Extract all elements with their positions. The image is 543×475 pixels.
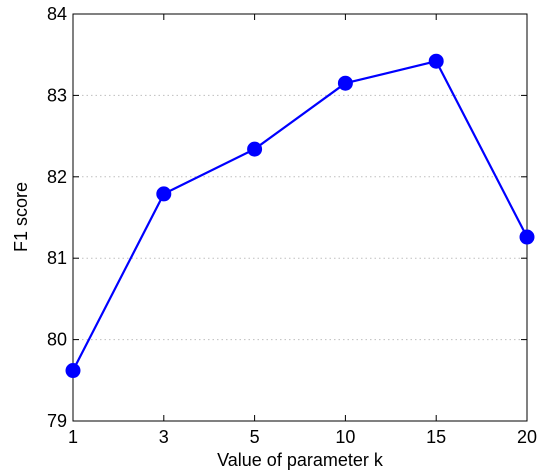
series-line: [72, 60, 528, 372]
x-axis-label: Value of parameter k: [217, 450, 384, 470]
y-tick-label-80: 80: [47, 330, 67, 350]
x-tick-label-5: 5: [250, 427, 260, 447]
y-tick-label-82: 82: [47, 167, 67, 187]
data-point-15: [428, 53, 444, 69]
x-tick-label-1: 1: [68, 427, 78, 447]
data-point-20: [519, 229, 535, 245]
y-tick-label-79: 79: [47, 411, 67, 431]
x-tick-labels: 1 3 5 10 15 20: [68, 427, 537, 447]
data-point-3: [156, 186, 172, 202]
x-tick-label-10: 10: [335, 427, 355, 447]
x-tick-label-3: 3: [159, 427, 169, 447]
axis-ticks: [72, 13, 528, 422]
gridlines: [73, 94, 527, 341]
x-tick-label-20: 20: [517, 427, 537, 447]
x-tick-label-15: 15: [426, 427, 446, 447]
y-tick-label-84: 84: [47, 4, 67, 24]
y-tick-label-83: 83: [47, 85, 67, 105]
plot-frame: [72, 13, 528, 422]
data-point-5: [247, 141, 263, 157]
series-1: [65, 53, 535, 379]
data-point-10: [337, 75, 353, 91]
y-tick-labels: 79 80 81 82 83 84: [47, 4, 67, 431]
y-axis-label: F1 score: [11, 182, 31, 252]
plot-area: [73, 14, 527, 421]
y-tick-label-81: 81: [47, 248, 67, 268]
data-point-1: [65, 363, 81, 379]
